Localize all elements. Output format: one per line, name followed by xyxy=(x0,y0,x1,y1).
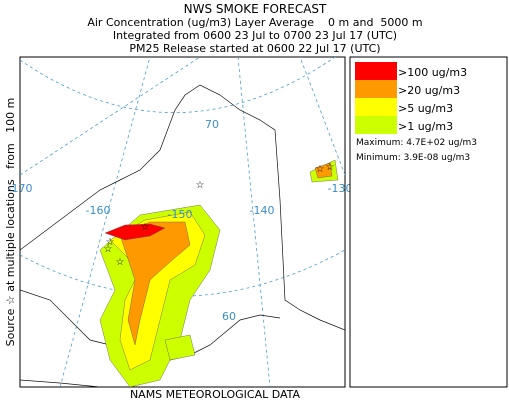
legend-swatch xyxy=(355,116,397,134)
legend-swatch xyxy=(355,98,397,116)
latitude-label: 70 xyxy=(205,118,219,131)
source-marker: ☆ xyxy=(116,257,125,268)
source-marker: ☆ xyxy=(316,164,325,175)
longitude-label: -140 xyxy=(250,204,275,217)
longitude-label: -150 xyxy=(168,208,193,221)
legend-label: >20 ug/m3 xyxy=(398,84,460,97)
source-marker: ☆ xyxy=(141,222,150,233)
legend: >100 ug/m3 >20 ug/m3 >5 ug/m3 >1 ug/m3 Maxi… xyxy=(349,56,508,388)
source-marker: ☆ xyxy=(326,162,335,173)
longitude-label: -130 xyxy=(328,182,353,195)
source-marker: ☆ xyxy=(106,237,115,248)
smoke-area xyxy=(164,334,196,361)
title: NWS SMOKE FORECAST xyxy=(184,2,327,16)
legend-label: >5 ug/m3 xyxy=(398,102,453,115)
smoke-area xyxy=(314,162,333,179)
legend-maximum: Maximum: 4.7E+02 ug/m3 xyxy=(356,138,477,148)
side-label: Source ☆ at multiple locations from 100 … xyxy=(4,98,17,347)
smoke-area xyxy=(104,223,166,241)
latitude-label: 60 xyxy=(222,310,236,323)
longitude-label: -170 xyxy=(8,182,33,195)
legend-minimum: Minimum: 3.9E-08 ug/m3 xyxy=(356,153,470,163)
coastline xyxy=(20,84,345,331)
footer: NAMS METEOROLOGICAL DATA xyxy=(130,388,301,401)
grid-line xyxy=(20,57,336,113)
subtitle: Air Concentration (ug/m3) Layer Average … xyxy=(87,16,422,29)
source-marker: ☆ xyxy=(196,180,205,191)
smoke-area xyxy=(119,221,191,346)
coastline xyxy=(20,379,101,387)
source-marker: ☆ xyxy=(104,244,113,255)
legend-label: >100 ug/m3 xyxy=(398,66,467,79)
legend-swatch xyxy=(355,80,397,98)
longitude-label: -160 xyxy=(86,204,111,217)
subtitle: Integrated from 0600 23 Jul to 0700 23 J… xyxy=(113,29,397,42)
legend-label: >1 ug/m3 xyxy=(398,120,453,133)
legend-swatch xyxy=(355,62,397,80)
subtitle: PM25 Release started at 0600 22 Jul 17 (… xyxy=(129,42,380,55)
